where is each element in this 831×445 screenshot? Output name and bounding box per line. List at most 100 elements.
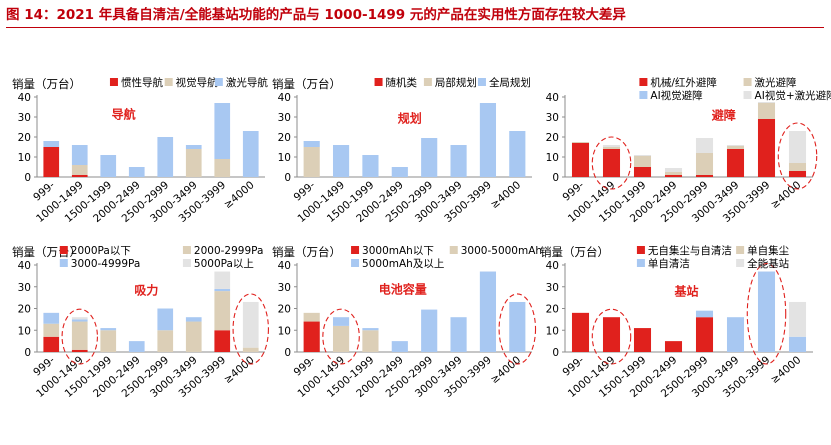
- bar-segment: [726, 149, 745, 177]
- y-tick-label: 20: [278, 132, 291, 144]
- chart-grid: 销量（万台） 0 10 20 30 40 999- 1000-1499 1500-1999 200…: [0, 60, 831, 445]
- bar-segment: [157, 137, 174, 177]
- legend-swatch: [449, 246, 458, 254]
- chart-title: 电池容量: [379, 282, 427, 297]
- bar-segment: [128, 341, 145, 352]
- y-tick-label: 0: [24, 172, 31, 184]
- legend-label: 激光避障: [755, 76, 797, 89]
- legend-label: 单自集尘: [747, 244, 789, 257]
- y-axis-label: 销量（万台）: [12, 77, 81, 91]
- y-tick-label: 10: [278, 325, 291, 337]
- bar-segment: [421, 309, 438, 352]
- legend-label: 5000mAh及以上: [362, 258, 444, 270]
- chart-title: 基站: [674, 283, 699, 298]
- bar-segment: [695, 175, 714, 177]
- x-tick-label: ≥4000: [488, 354, 523, 386]
- y-tick-label: 40: [546, 260, 559, 272]
- bar-segment: [362, 328, 379, 331]
- legend-swatch: [214, 78, 223, 86]
- chart-title: 吸力: [134, 283, 158, 298]
- y-tick-label: 30: [546, 112, 559, 124]
- legend-swatch: [636, 246, 645, 254]
- legend-swatch: [374, 78, 383, 86]
- bar-segment: [726, 146, 745, 149]
- bar-segment: [100, 330, 117, 352]
- bar-segment: [421, 138, 438, 177]
- chart-panel-5: 销量（万台）010203040999-1000-14991500-1999200…: [272, 245, 542, 400]
- y-tick-label: 20: [546, 304, 559, 316]
- bar-segment: [214, 159, 231, 177]
- title-divider: [6, 27, 824, 28]
- y-tick-label: 20: [18, 132, 31, 144]
- chart-title: 导航: [112, 107, 136, 122]
- bar-segment: [633, 328, 652, 352]
- y-tick-label: 40: [278, 92, 291, 104]
- bar-segment: [157, 330, 174, 352]
- legend-swatch: [59, 246, 68, 254]
- bar-segment: [100, 155, 117, 177]
- bar-segment: [633, 155, 652, 156]
- legend-label: 3000-5000mAh: [461, 245, 542, 257]
- bar-segment: [695, 317, 714, 352]
- bar-segment: [71, 165, 88, 175]
- bar-segment: [757, 119, 776, 177]
- y-tick-label: 30: [546, 282, 559, 294]
- legend-label: 2000-2999Pa: [194, 245, 264, 257]
- chart-panel-3: 010203040999-1000-14991500-19992000-2499…: [546, 76, 831, 225]
- legend-label: 单自清洁: [648, 257, 690, 270]
- bar-segment: [332, 317, 350, 326]
- bar-segment: [757, 103, 776, 119]
- x-tick-label: 999-: [560, 354, 586, 379]
- bar-segment: [332, 145, 350, 177]
- bar-segment: [450, 145, 467, 177]
- legend-label: 惯性导航: [121, 76, 163, 89]
- y-tick-label: 40: [18, 260, 31, 272]
- legend-label: 激光导航: [226, 76, 268, 89]
- y-tick-label: 10: [18, 152, 31, 164]
- legend-label: 视觉导航: [176, 76, 218, 89]
- bar-segment: [664, 175, 683, 177]
- legend-swatch: [736, 259, 745, 267]
- bar-segment: [362, 330, 379, 352]
- bar-segment: [71, 317, 88, 320]
- y-tick-label: 0: [284, 172, 291, 184]
- legend-label: 随机类: [386, 76, 418, 89]
- bar-segment: [332, 325, 350, 352]
- highlight-circle: [777, 122, 818, 190]
- bar-segment: [695, 153, 714, 175]
- bar-segment: [391, 341, 408, 352]
- legend-label: 5000Pa以上: [194, 258, 254, 270]
- bar-segment: [43, 323, 60, 337]
- y-tick-label: 10: [18, 325, 31, 337]
- legend-label: 局部规划: [435, 76, 477, 89]
- y-tick-label: 20: [546, 132, 559, 144]
- x-tick-label: ≥4000: [768, 354, 803, 386]
- legend-label: AI视觉避障: [650, 89, 703, 102]
- bar-segment: [664, 341, 683, 352]
- bar-segment: [726, 317, 745, 352]
- y-tick-label: 40: [546, 92, 559, 104]
- y-tick-label: 30: [278, 112, 291, 124]
- legend-swatch: [736, 246, 745, 254]
- bar-segment: [509, 301, 526, 352]
- bar-segment: [726, 145, 745, 146]
- legend-swatch: [164, 78, 173, 86]
- bar-segment: [100, 328, 117, 331]
- bar-segment: [43, 336, 60, 352]
- x-tick-label: ≥4000: [222, 354, 257, 386]
- x-tick-label: 999-: [560, 179, 586, 204]
- y-tick-label: 30: [278, 282, 291, 294]
- bar-segment: [71, 319, 88, 322]
- x-tick-label: ≥4000: [488, 179, 523, 211]
- legend-swatch: [743, 91, 752, 99]
- bar-segment: [71, 321, 88, 350]
- bar-segment: [214, 271, 231, 289]
- y-tick-label: 20: [278, 304, 291, 316]
- y-tick-label: 30: [18, 112, 31, 124]
- chart-title: 规划: [398, 111, 422, 126]
- legend-label: 无自集尘与自清洁: [648, 244, 732, 257]
- bar-segment: [242, 131, 259, 177]
- legend-swatch: [109, 78, 118, 86]
- y-axis-label: 销量（万台）: [272, 245, 341, 259]
- legend-label: 机械/红外避障: [650, 76, 717, 89]
